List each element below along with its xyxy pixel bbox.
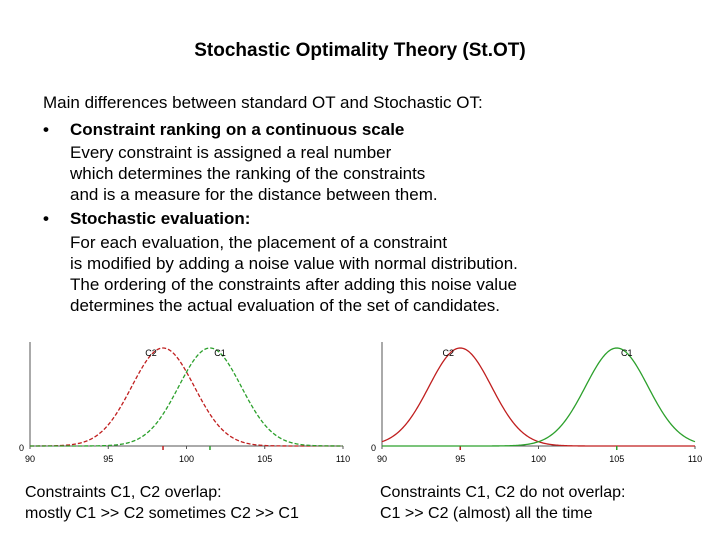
- body-line: determines the actual evaluation of the …: [70, 296, 500, 315]
- bullet-heading-2: • Stochastic evaluation:: [43, 209, 250, 229]
- caption-line: Constraints C1, C2 overlap:: [25, 484, 222, 501]
- series-line-c2: [30, 347, 343, 447]
- caption-left: Constraints C1, C2 overlap: mostly C1 >>…: [25, 482, 299, 524]
- series-line-c1: [30, 347, 343, 447]
- series-label-c1: C1: [214, 348, 226, 358]
- x-tick-label: 90: [377, 454, 387, 464]
- caption-line: C1 >> C2 (almost) all the time: [380, 505, 593, 522]
- x-tick-label: 110: [336, 454, 350, 464]
- x-tick-label: 95: [103, 454, 113, 464]
- x-tick-label: 100: [179, 454, 194, 464]
- series-label-c2: C2: [145, 348, 157, 358]
- bullet-heading-text: Stochastic evaluation:: [70, 209, 251, 228]
- intro-text: Main differences between standard OT and…: [43, 93, 483, 112]
- slide-title: Stochastic Optimality Theory (St.OT): [194, 40, 526, 61]
- chart-overlapping-distributions: 090 95 100 105 110 C2 C1: [19, 342, 350, 464]
- body-line: and is a measure for the distance betwee…: [70, 185, 438, 204]
- body-line: is modified by adding a noise value with…: [70, 254, 518, 273]
- y-tick-label: 0: [371, 443, 376, 453]
- body-line: For each evaluation, the placement of a …: [70, 233, 448, 252]
- caption-line: Constraints C1, C2 do not overlap:: [380, 484, 626, 501]
- series-line-c2: [381, 347, 695, 447]
- x-tick-label: 95: [455, 454, 465, 464]
- chart-non-overlapping-distributions: 090 95 100 105 110 C2 C1: [371, 342, 702, 464]
- bullet-body-1: Every constraint is assigned a real numb…: [70, 142, 438, 205]
- body-line: Every constraint is assigned a real numb…: [70, 143, 392, 162]
- caption-right: Constraints C1, C2 do not overlap: C1 >>…: [380, 482, 625, 524]
- caption-line: mostly C1 >> C2 sometimes C2 >> C1: [25, 505, 299, 522]
- body-line: The ordering of the constraints after ad…: [70, 275, 517, 294]
- bullet-body-2: For each evaluation, the placement of a …: [70, 232, 518, 316]
- series-label-c2: C2: [442, 348, 454, 358]
- body-line: which determines the ranking of the cons…: [70, 164, 426, 183]
- x-tick-label: 105: [257, 454, 272, 464]
- series-label-c1: C1: [621, 348, 633, 358]
- x-tick-label: 110: [688, 454, 702, 464]
- bullet-marker: •: [43, 209, 49, 228]
- series-line-c1: [382, 347, 696, 447]
- x-tick-label: 90: [25, 454, 35, 464]
- bullet-heading-1: • Constraint ranking on a continuous scal…: [43, 120, 404, 140]
- x-tick-label: 105: [609, 454, 624, 464]
- bullet-heading-text: Constraint ranking on a continuous scale: [70, 120, 405, 139]
- bullet-marker: •: [43, 120, 49, 139]
- y-tick-label: 0: [19, 443, 24, 453]
- x-tick-label: 100: [531, 454, 546, 464]
